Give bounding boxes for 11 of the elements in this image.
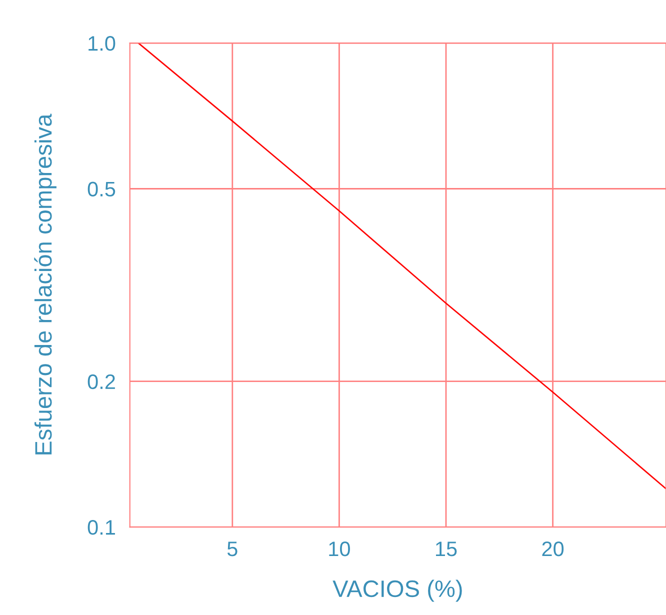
x-tick-label: 10	[329, 541, 350, 556]
y-tick-label: 0.5	[88, 182, 116, 197]
y-tick-label: 0.2	[88, 374, 115, 390]
x-tick-label: 15	[436, 542, 457, 556]
x-axis-title: VACIOS (%)	[332, 580, 462, 602]
y-tick-label: 1.0	[88, 36, 116, 51]
x-tick-label: 5	[227, 542, 238, 556]
x-tick-label: 20	[542, 541, 564, 556]
line-series	[138, 43, 666, 490]
y-axis-title: Esfuerzo de relación compresiva	[34, 114, 56, 454]
y-tick-label: 0.1	[88, 520, 115, 535]
